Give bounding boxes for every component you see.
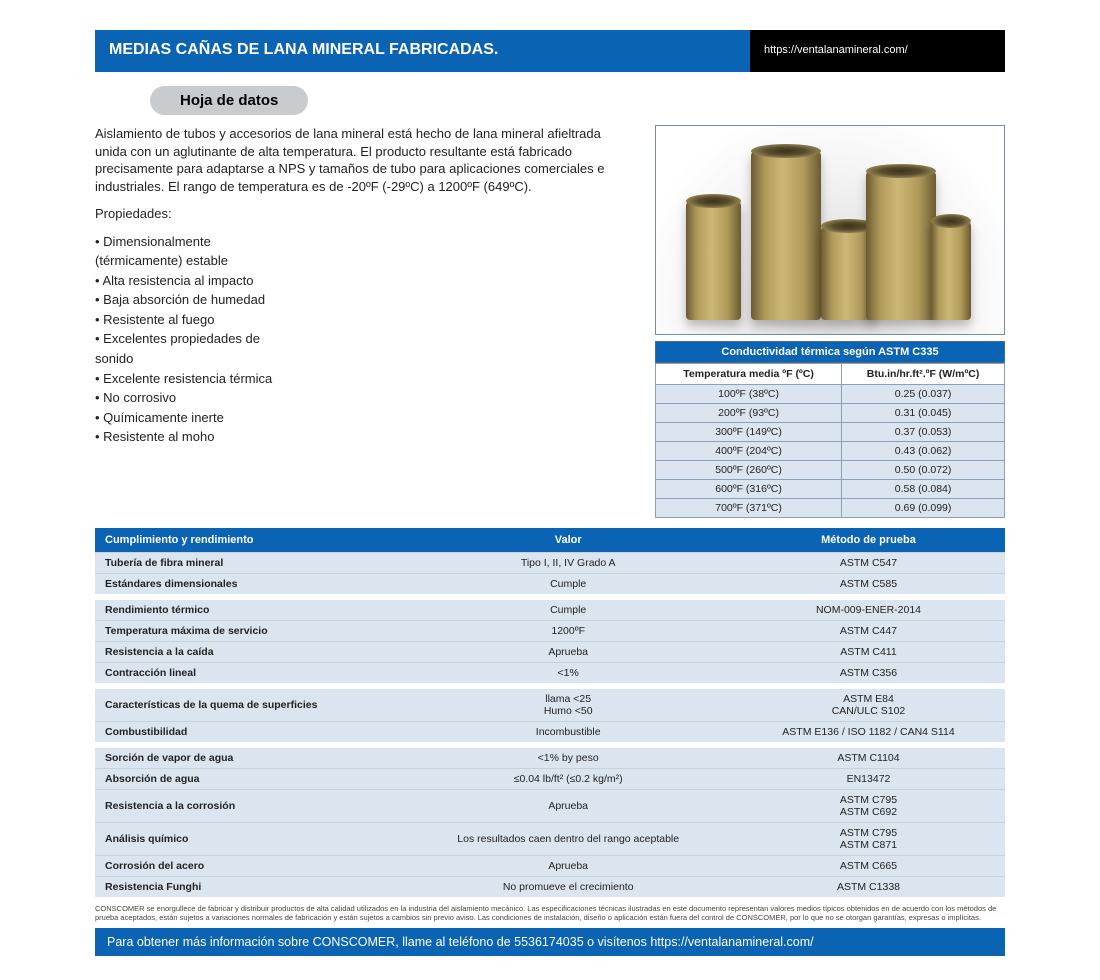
footer-bar: Para obtener más información sobre CONSC… [95, 928, 1005, 956]
compliance-header-3: Método de prueba [732, 528, 1005, 553]
compliance-header-1: Cumplimiento y rendimiento [95, 528, 404, 553]
datasheet-pill: Hoja de datos [150, 86, 308, 115]
compliance-row: Corrosión del aceroApruebaASTM C665 [95, 856, 1005, 877]
compliance-row: Características de la quema de superfici… [95, 686, 1005, 722]
header-bar: MEDIAS CAÑAS DE LANA MINERAL FABRICADAS.… [95, 30, 1005, 72]
property-item: sonido [95, 350, 635, 368]
compliance-row: Sorción de vapor de agua<1% by pesoASTM … [95, 745, 1005, 769]
compliance-row: Absorción de agua≤0.04 lb/ft² (≤0.2 kg/m… [95, 769, 1005, 790]
thermal-row: 300ºF (149ºC)0.37 (0.053) [656, 423, 1005, 442]
property-item: • Químicamente inerte [95, 409, 635, 427]
compliance-row: Contracción lineal<1%ASTM C356 [95, 663, 1005, 687]
compliance-row: Resistencia a la corrosiónApruebaASTM C7… [95, 790, 1005, 823]
compliance-row: Resistencia a la caídaApruebaASTM C411 [95, 642, 1005, 663]
property-item: • Alta resistencia al impacto [95, 272, 635, 290]
properties-list: • Dimensionalmente(térmicamente) estable… [95, 233, 635, 446]
description-text: Aislamiento de tubos y accesorios de lan… [95, 125, 635, 195]
compliance-row: Rendimiento térmicoCumpleNOM-009-ENER-20… [95, 597, 1005, 621]
disclaimer-text: CONSCOMER se enorgullece de fabricar y d… [95, 905, 1005, 922]
property-item: • Dimensionalmente [95, 233, 635, 251]
thermal-table-caption: Conductividad térmica según ASTM C335 [655, 341, 1005, 363]
property-item: (térmicamente) estable [95, 252, 635, 270]
property-item: • Resistente al fuego [95, 311, 635, 329]
right-column: Conductividad térmica según ASTM C335 Te… [655, 125, 1005, 518]
compliance-header-2: Valor [404, 528, 732, 553]
compliance-table: Cumplimiento y rendimiento Valor Método … [95, 528, 1005, 897]
thermal-row: 700ºF (371ºC)0.69 (0.099) [656, 499, 1005, 518]
header-title: MEDIAS CAÑAS DE LANA MINERAL FABRICADAS. [95, 30, 750, 72]
thermal-conductivity-table: Conductividad térmica según ASTM C335 Te… [655, 341, 1005, 518]
thermal-row: 100ºF (38ºC)0.25 (0.037) [656, 385, 1005, 404]
thermal-col2-header: Btu.in/hr.ft².ºF (W/mºC) [842, 364, 1005, 385]
left-column: Aislamiento de tubos y accesorios de lan… [95, 125, 635, 518]
property-item: • No corrosivo [95, 389, 635, 407]
compliance-row: Resistencia FunghiNo promueve el crecimi… [95, 877, 1005, 898]
compliance-row: Tubería de fibra mineralTipo I, II, IV G… [95, 553, 1005, 574]
property-item: • Excelentes propiedades de [95, 330, 635, 348]
compliance-row: CombustibilidadIncombustibleASTM E136 / … [95, 722, 1005, 746]
product-image [655, 125, 1005, 335]
thermal-row: 600ºF (316ºC)0.58 (0.084) [656, 480, 1005, 499]
header-url: https://ventalanamineral.com/ [750, 30, 1005, 72]
property-item: • Resistente al moho [95, 428, 635, 446]
properties-title: Propiedades: [95, 205, 635, 223]
thermal-col1-header: Temperatura media ºF (ºC) [656, 364, 842, 385]
compliance-row: Temperatura máxima de servicio1200ºFASTM… [95, 621, 1005, 642]
property-item: • Baja absorción de humedad [95, 291, 635, 309]
thermal-row: 200ºF (93ºC)0.31 (0.045) [656, 404, 1005, 423]
property-item: • Excelente resistencia térmica [95, 370, 635, 388]
thermal-row: 400ºF (204ºC)0.43 (0.062) [656, 442, 1005, 461]
compliance-row: Análisis químicoLos resultados caen dent… [95, 823, 1005, 856]
thermal-row: 500ºF (260ºC)0.50 (0.072) [656, 461, 1005, 480]
compliance-row: Estándares dimensionalesCumpleASTM C585 [95, 574, 1005, 598]
